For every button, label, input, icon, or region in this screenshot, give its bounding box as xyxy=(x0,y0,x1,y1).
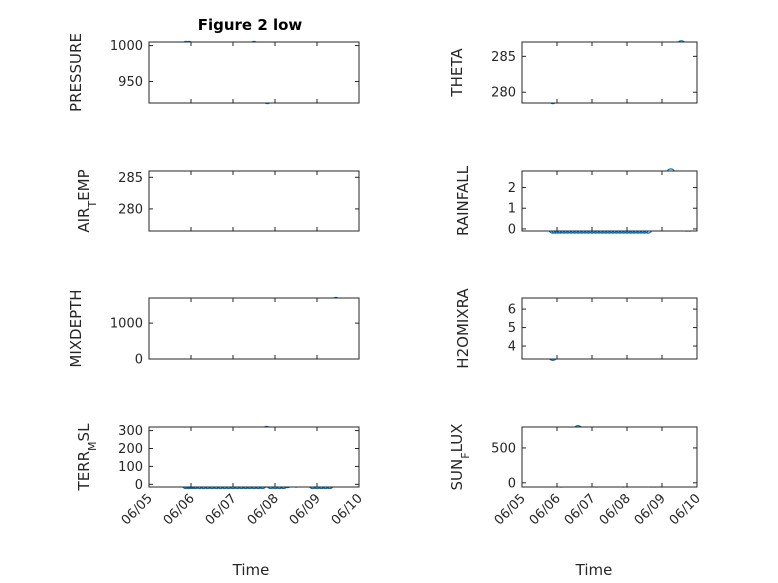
axes-frame xyxy=(521,297,698,360)
x-tick-label: 06/10 xyxy=(667,491,704,528)
x-axis-label-left: Time xyxy=(232,561,270,579)
y-axis-label-main: AIR xyxy=(75,208,93,233)
y-axis-label-subscript: F xyxy=(459,452,472,458)
y-axis-label: AIRTEMP xyxy=(75,169,99,232)
subplot-air: 280 285 AIRTEMP xyxy=(75,169,360,233)
y-axis-label: TERRMSL xyxy=(75,423,99,492)
y-tick-label: 4 xyxy=(508,340,516,355)
axes-frame xyxy=(148,426,360,488)
y-tick-label: 300 xyxy=(118,424,143,439)
subplot-theta: 280 285 THETA xyxy=(448,40,698,105)
y-tick-label: 2 xyxy=(508,181,516,196)
y-axis-label-main: MIXDEPTH xyxy=(67,289,85,367)
subplot-h2omixra: 4 5 6 H2OMIXRA xyxy=(454,288,698,369)
x-tick-label: 06/06 xyxy=(527,491,564,528)
axes-frame xyxy=(521,41,698,104)
y-tick-label: 285 xyxy=(118,171,143,186)
y-tick-label: 280 xyxy=(491,86,516,101)
y-tick-label: 1 xyxy=(508,202,516,217)
y-tick-label: 0 xyxy=(135,478,143,493)
y-tick-label: 950 xyxy=(118,75,143,90)
y-axis-label: THETA xyxy=(448,48,466,98)
y-tick-label: 1000 xyxy=(110,39,143,54)
figure-title: Figure 2 low xyxy=(198,16,303,34)
x-tick-label: 06/07 xyxy=(203,491,240,528)
x-tick-label: 06/05 xyxy=(492,491,529,528)
y-axis-label-main: RAINFALL xyxy=(454,165,472,236)
y-axis-label-subscript: T xyxy=(86,201,99,209)
y-tick-label: 500 xyxy=(491,441,516,456)
y-tick-label: 5 xyxy=(508,321,516,336)
y-axis-label-main: THETA xyxy=(448,48,466,98)
x-tick-label: 06/09 xyxy=(287,491,324,528)
x-tick-label: 06/05 xyxy=(119,491,156,528)
y-axis-label-main: PRESSURE xyxy=(67,33,85,112)
y-axis-label: SUNFLUX xyxy=(448,424,472,491)
y-axis-label: H2OMIXRA xyxy=(454,288,472,369)
y-axis-label-subscript: M xyxy=(86,441,99,451)
y-tick-label: 100 xyxy=(118,460,143,475)
y-tick-label: 6 xyxy=(508,303,516,318)
y-axis-label: RAINFALL xyxy=(454,165,472,236)
y-axis-label-main: H2OMIXRA xyxy=(454,288,472,369)
y-axis-label: MIXDEPTH xyxy=(67,289,85,367)
y-axis-label-main: SUN xyxy=(448,459,466,491)
x-tick-label: 06/09 xyxy=(632,491,669,528)
y-axis-label: PRESSURE xyxy=(67,33,85,112)
y-tick-label: 280 xyxy=(118,202,143,217)
x-tick-label: 06/08 xyxy=(597,491,634,528)
y-axis-label-tail: SL xyxy=(75,423,93,442)
x-tick-label: 06/06 xyxy=(161,491,198,528)
subplot-terr: 0 100 200 300 06/05 06/06 06/07 06/08 06/09 06/10… xyxy=(75,423,366,528)
x-tick-label: 06/10 xyxy=(329,491,366,528)
y-axis-label-main: TERR xyxy=(75,451,93,492)
y-tick-label: 200 xyxy=(118,442,143,457)
axes-frame xyxy=(148,41,360,104)
axes-frame xyxy=(521,426,698,488)
y-tick-label: 0 xyxy=(508,222,516,237)
y-tick-label: 1000 xyxy=(110,317,143,332)
y-tick-label: 0 xyxy=(508,476,516,491)
axes-frame xyxy=(148,297,360,360)
x-tick-label: 06/08 xyxy=(245,491,282,528)
x-tick-label: 06/07 xyxy=(562,491,599,528)
y-tick-label: 285 xyxy=(491,50,516,65)
x-axis-label-right: Time xyxy=(575,561,613,579)
subplot-rainfall: 0 1 2 RAINFALL xyxy=(454,165,698,237)
y-axis-label-tail: LUX xyxy=(448,424,466,453)
y-axis-label-tail: EMP xyxy=(75,169,93,200)
axes-frame xyxy=(148,170,360,232)
subplot-mixdepth: 0 1000 MIXDEPTH xyxy=(67,289,360,368)
y-tick-label: 0 xyxy=(135,353,143,368)
subplot-pressure: 950 1000 PRESSURE xyxy=(67,33,360,112)
axes-frame xyxy=(521,170,698,232)
